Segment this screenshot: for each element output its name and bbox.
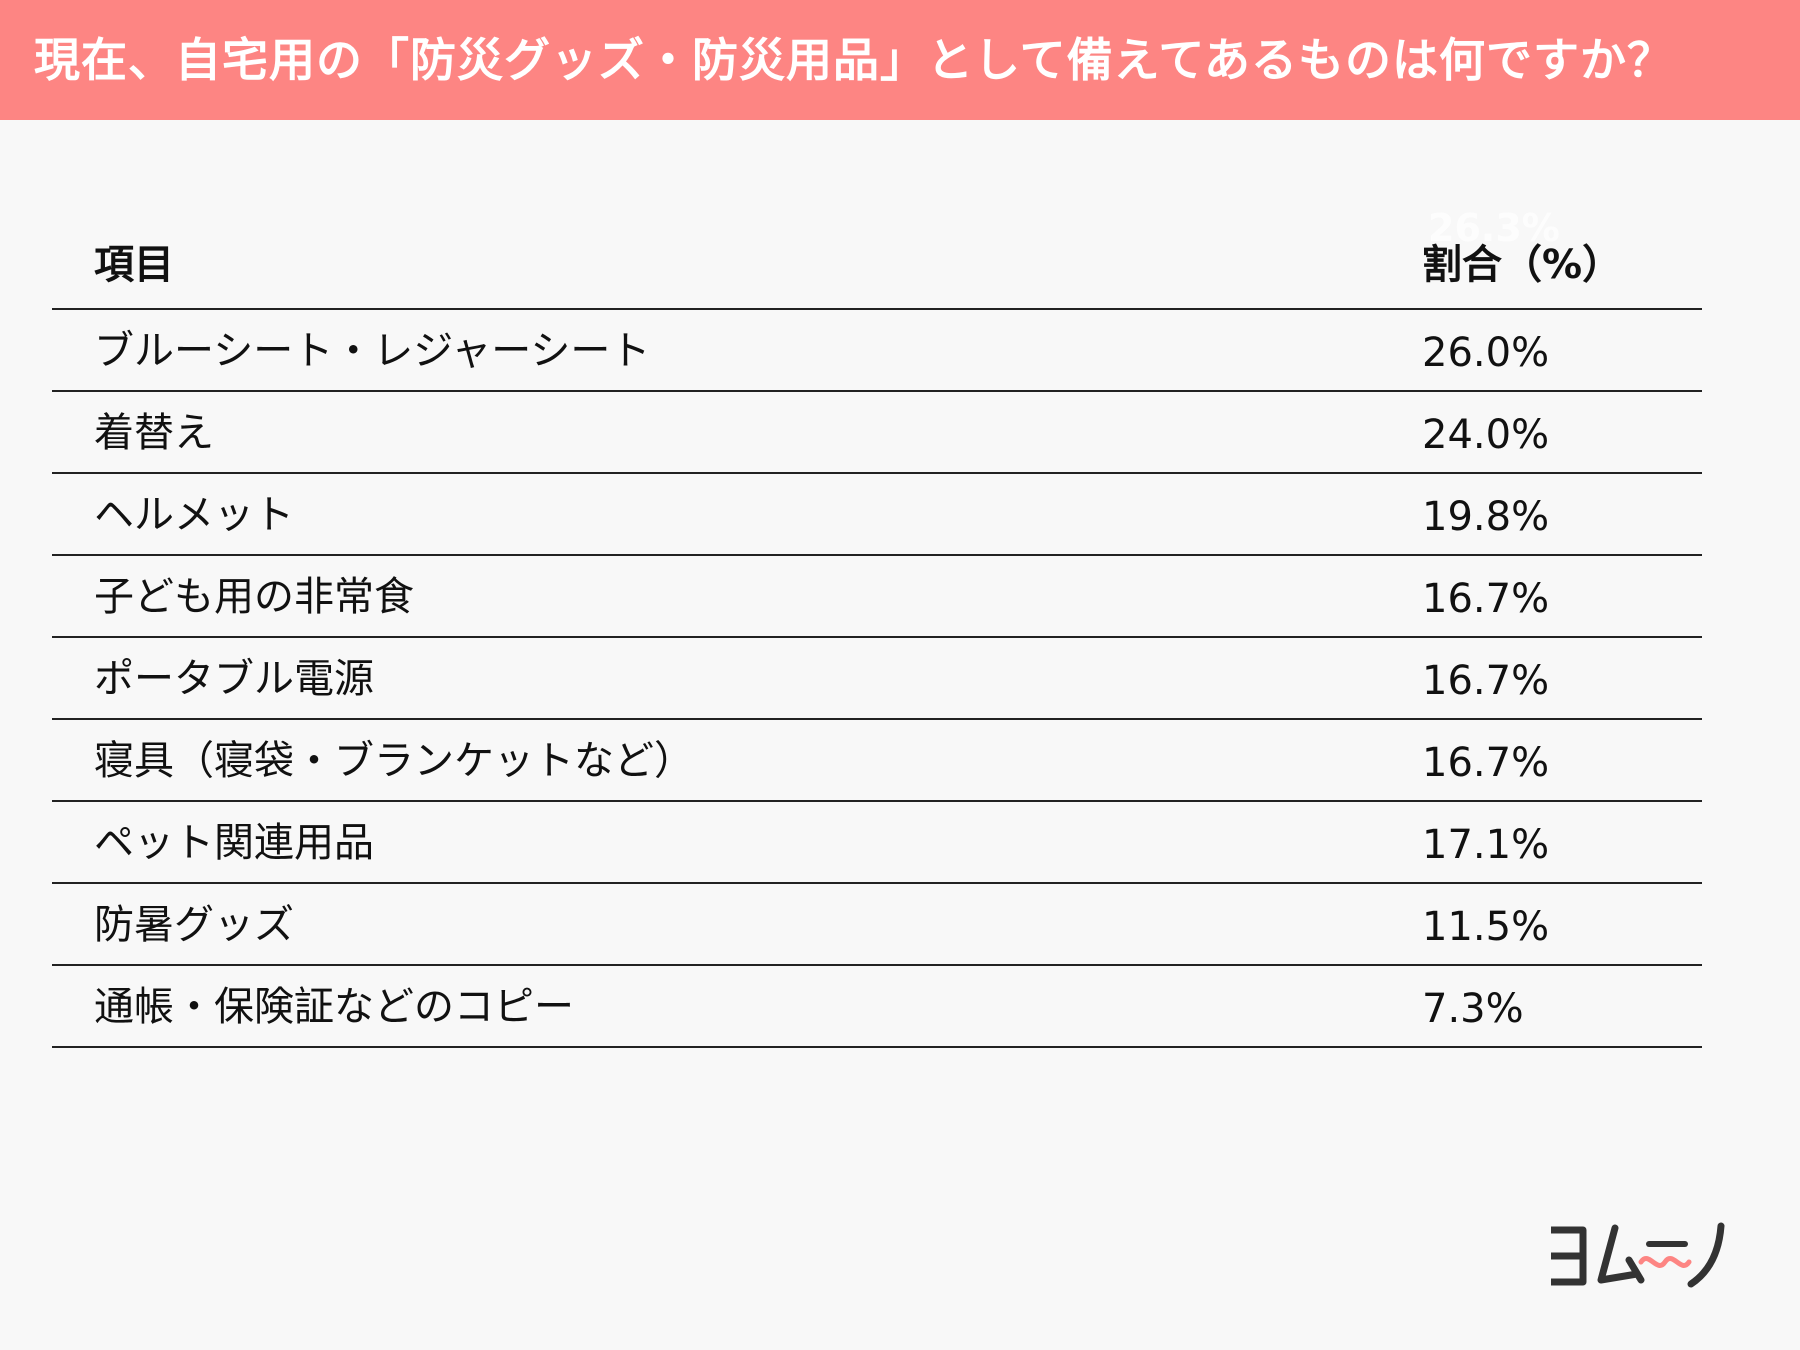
row-item-label: 防暑グッズ	[94, 902, 294, 948]
row-item-label: 着替え	[94, 410, 214, 456]
row-percent-value: 7.3%	[1422, 986, 1524, 1032]
logo-wave	[1638, 1256, 1692, 1268]
table-row: ポータブル電源 16.7%	[52, 638, 1702, 720]
table-body: ブルーシート・レジャーシート 26.0% 着替え 24.0% ヘルメット 19.8% 子ども…	[52, 310, 1702, 1048]
row-item-label: ブルーシート・レジャーシート	[94, 328, 651, 374]
table-row: ブルーシート・レジャーシート 26.0%	[52, 310, 1702, 392]
logo-glyph-mu	[1597, 1224, 1645, 1284]
logo-glyph-no	[1687, 1222, 1725, 1288]
page-title-banner: 現在、自宅用の「防災グッズ・防災用品」として備えてあるものは何ですか？	[0, 0, 1800, 120]
column-header-percent: 割合（%）	[1422, 242, 1623, 288]
row-item-label: 通帳・保険証などのコピー	[94, 984, 574, 1030]
row-percent-value: 16.7%	[1422, 740, 1550, 786]
row-percent-value: 24.0%	[1422, 412, 1550, 458]
column-header-item: 項目	[94, 242, 174, 288]
row-item-label: ポータブル電源	[94, 656, 374, 702]
row-percent-value: 16.7%	[1422, 576, 1550, 622]
row-percent-value: 19.8%	[1422, 494, 1550, 540]
row-item-label: 寝具（寝袋・ブランケットなど）	[94, 738, 694, 784]
table-row: 寝具（寝袋・ブランケットなど） 16.7%	[52, 720, 1702, 802]
page-title: 現在、自宅用の「防災グッズ・防災用品」として備えてあるものは何ですか？	[34, 33, 1674, 87]
row-percent-value: 26.0%	[1422, 330, 1550, 376]
table-row: ペット関連用品 17.1%	[52, 802, 1702, 884]
logo-glyph-yo	[1551, 1226, 1587, 1286]
row-item-label: 子ども用の非常食	[94, 574, 414, 620]
row-item-label: ヘルメット	[94, 492, 294, 538]
row-percent-value: 16.7%	[1422, 658, 1550, 704]
yomuno-logo	[1551, 1222, 1725, 1288]
table-row: 子ども用の非常食 16.7%	[52, 556, 1702, 638]
row-percent-value: 17.1%	[1422, 822, 1550, 868]
table-row: 防暑グッズ 11.5%	[52, 884, 1702, 966]
table-row: ヘルメット 19.8%	[52, 474, 1702, 556]
faded-value-label: 26.3%	[1428, 206, 1560, 250]
table-row: 通帳・保険証などのコピー 7.3%	[52, 966, 1702, 1048]
data-table: 項目 割合（%） ブルーシート・レジャーシート 26.0% 着替え 24.0% ヘルメッ…	[52, 228, 1702, 1048]
row-percent-value: 11.5%	[1422, 904, 1550, 950]
table-row: 着替え 24.0%	[52, 392, 1702, 474]
row-item-label: ペット関連用品	[94, 820, 374, 866]
table-header-row: 項目 割合（%）	[52, 228, 1702, 310]
